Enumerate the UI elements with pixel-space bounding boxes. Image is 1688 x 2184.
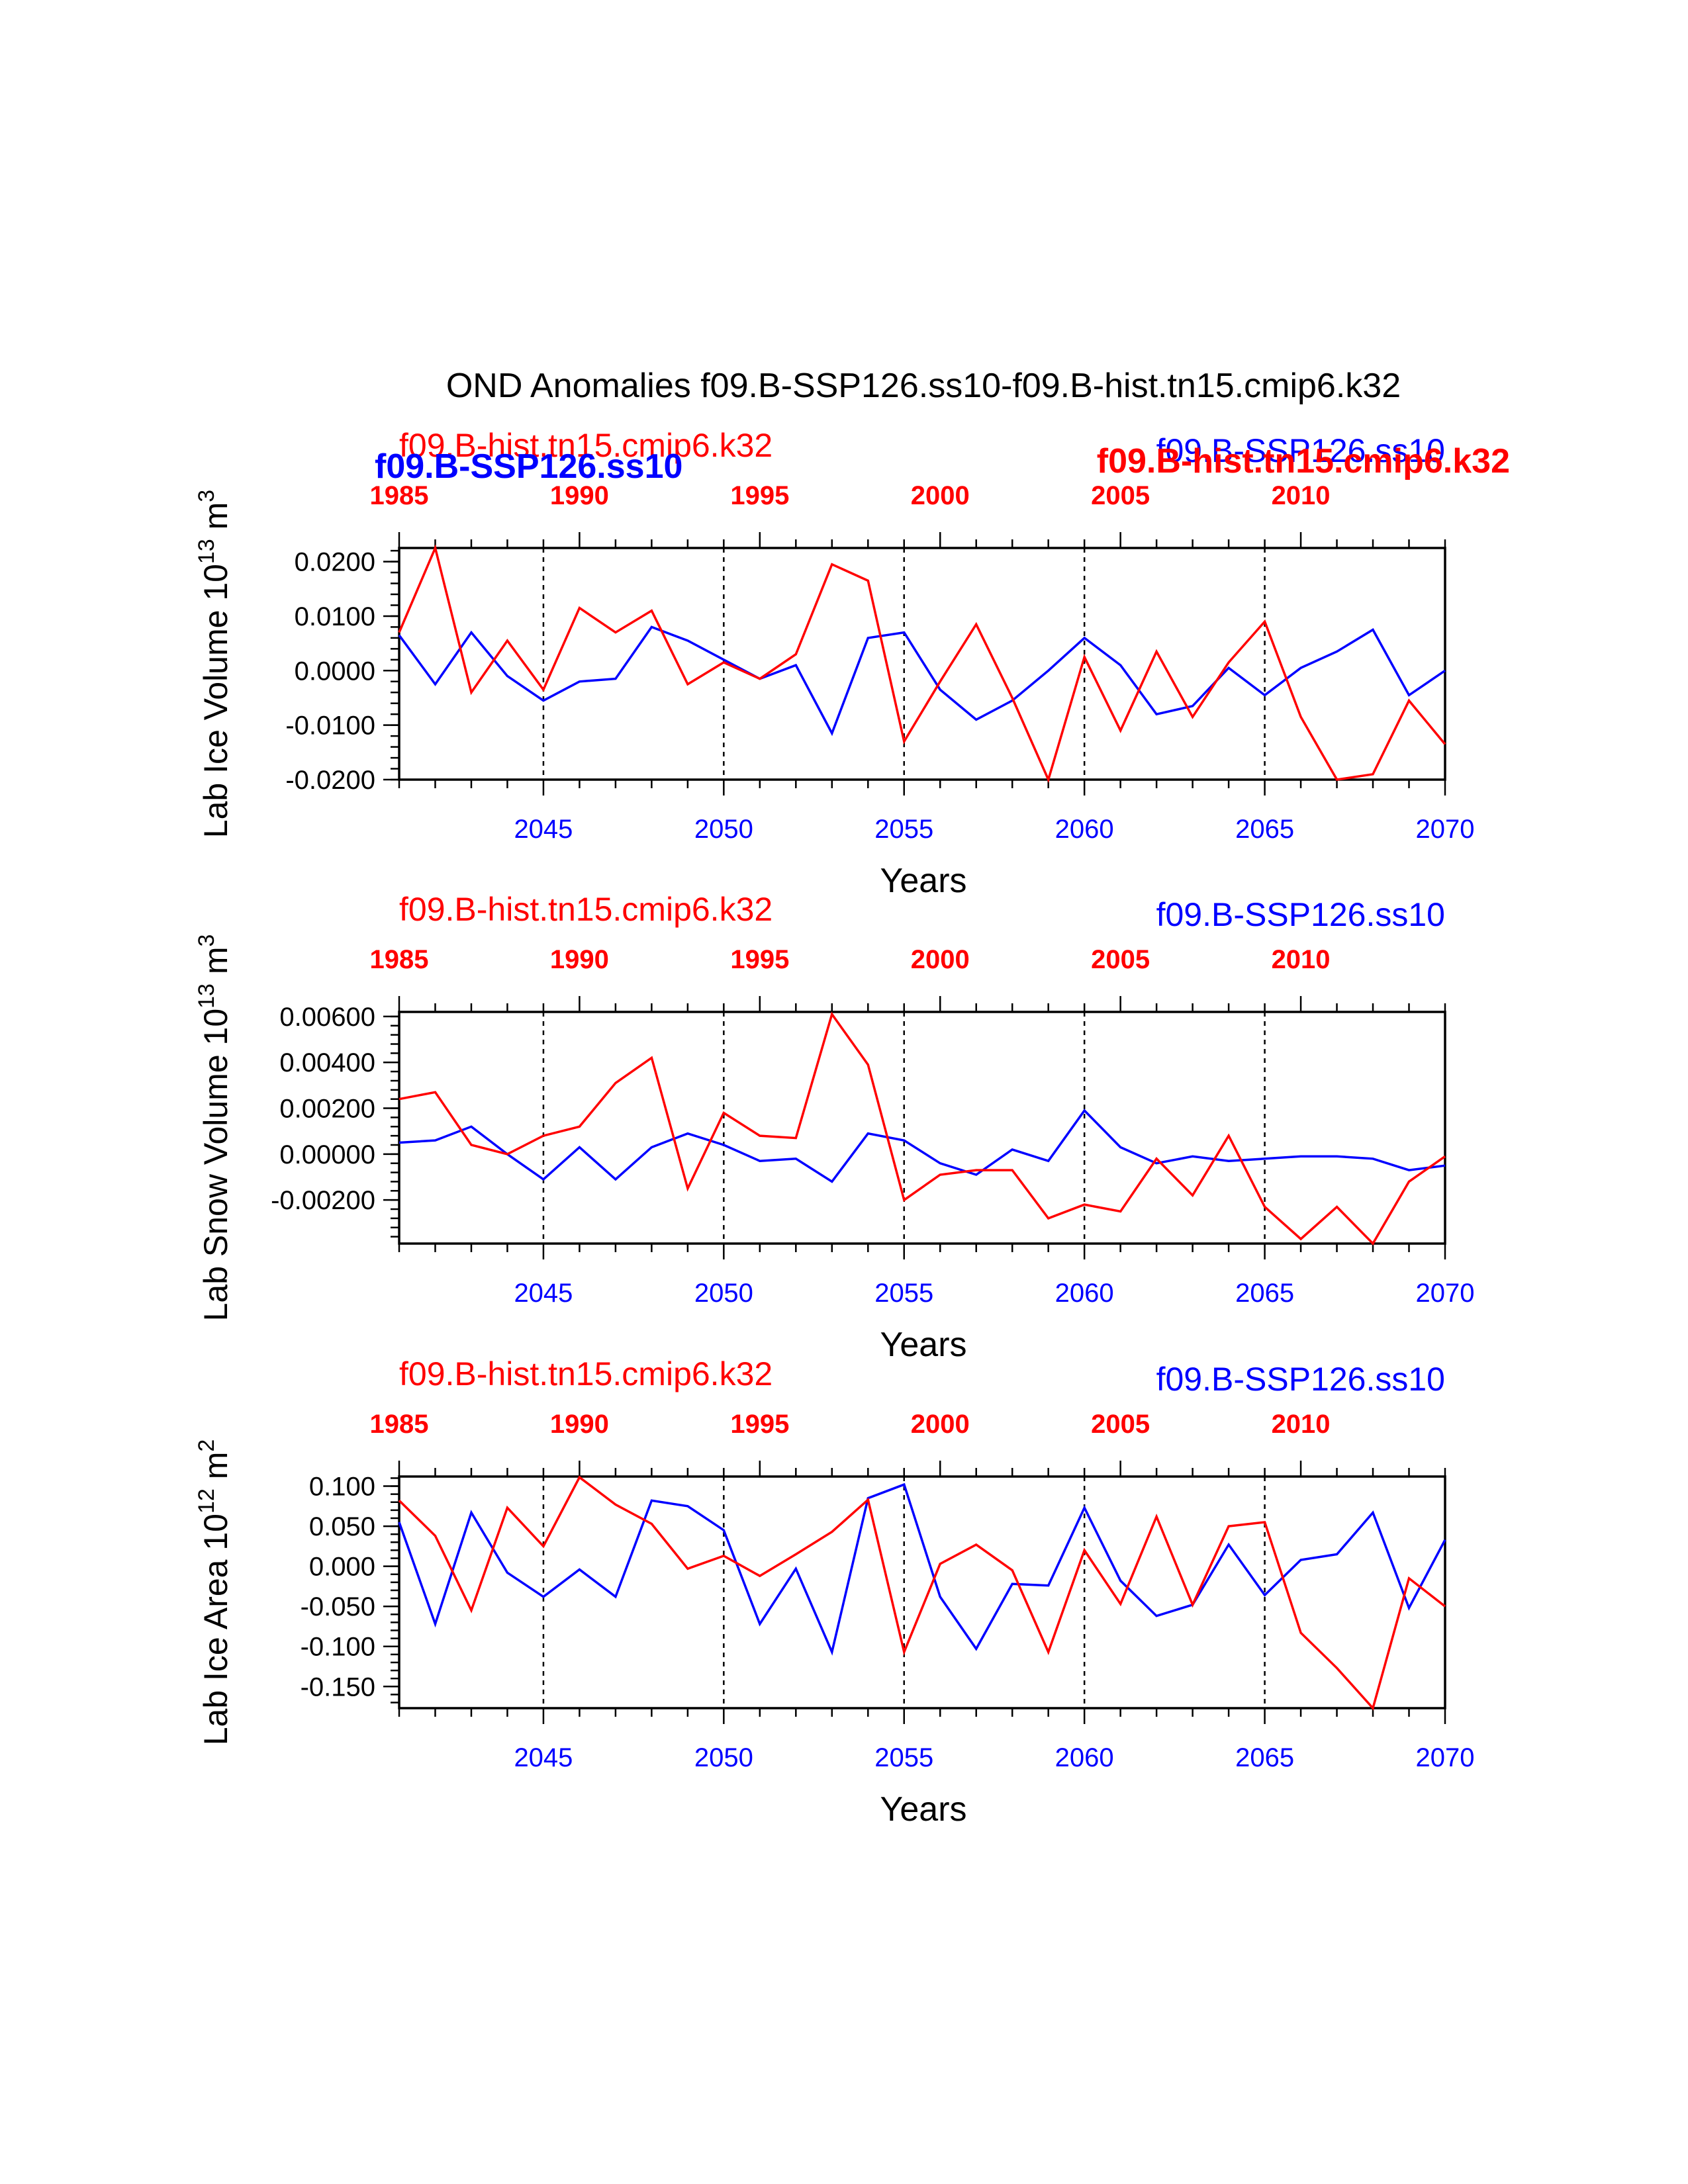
x-tick-label-2055: 2055 — [874, 1743, 933, 1772]
panels: 2045 2050 2055 2060 2065 2070 1985 1990 1995 2000… — [194, 427, 1474, 1829]
x-tick-label-2065: 2065 — [1235, 1279, 1294, 1308]
x-axis-label: Years — [880, 862, 966, 900]
series-label-hist: f09.B-hist.tn15.cmip6.k32 — [399, 891, 773, 928]
y-tick-label: 0.0100 — [295, 602, 375, 631]
top-tick-label-1990: 1990 — [550, 481, 609, 510]
y-tick-label: 0.050 — [309, 1512, 375, 1541]
y-axis-label: Lab Ice Volume 1013 m3 — [194, 490, 234, 838]
series-line-hist — [398, 544, 1446, 784]
x-axis-label: Years — [880, 1326, 966, 1364]
x-tick-label-2050: 2050 — [694, 815, 753, 844]
x-tick-label-2060: 2060 — [1055, 1279, 1114, 1308]
x-tick-label-2050: 2050 — [694, 1279, 753, 1308]
y-tick-label: -0.0200 — [285, 766, 375, 795]
top-tick-label-1990: 1990 — [550, 1410, 609, 1439]
top-tick-label-2005: 2005 — [1091, 945, 1150, 974]
overlap-label-red: f09.B-hist.tn15.cmip6.k32 — [1097, 442, 1510, 480]
x-tick-label-2045: 2045 — [514, 1743, 573, 1772]
y-tick-label: 0.000 — [309, 1553, 375, 1582]
top-tick-label-2010: 2010 — [1272, 945, 1331, 974]
x-axis-label: Years — [880, 1790, 966, 1829]
chart-panel-3: 2045 2050 2055 2060 2065 2070 1985 1990 1995 2000… — [194, 1355, 1474, 1829]
top-tick-label-2010: 2010 — [1272, 481, 1331, 510]
top-tick-label-1985: 1985 — [370, 1410, 429, 1439]
x-tick-label-2070: 2070 — [1416, 1279, 1475, 1308]
y-tick-label: -0.150 — [301, 1672, 375, 1702]
chart-panel-2: 2045 2050 2055 2060 2065 2070 1985 1990 1995 2000… — [194, 891, 1474, 1364]
x-tick-label-2050: 2050 — [694, 1743, 753, 1772]
x-tick-label-2070: 2070 — [1416, 1743, 1475, 1772]
x-tick-label-2060: 2060 — [1055, 815, 1114, 844]
top-tick-label-1995: 1995 — [730, 1410, 789, 1439]
y-tick-label: 0.00000 — [279, 1140, 375, 1169]
series-line-ssp126 — [398, 625, 1446, 737]
plot-frame — [398, 547, 1446, 781]
x-tick-label-2045: 2045 — [514, 815, 573, 844]
y-tick-label: 0.0000 — [295, 657, 375, 686]
chart-panel-1: 2045 2050 2055 2060 2065 2070 1985 1990 1995 2000… — [194, 427, 1474, 900]
top-tick-label-2005: 2005 — [1091, 1410, 1150, 1439]
y-tick-label: -0.0100 — [285, 711, 375, 741]
y-tick-label: 0.00600 — [279, 1003, 375, 1032]
x-tick-label-2065: 2065 — [1235, 815, 1294, 844]
series-line-ssp126 — [399, 1109, 1446, 1183]
y-tick-label: 0.00200 — [279, 1095, 375, 1124]
series-label-ssp: f09.B-SSP126.ss10 — [1156, 896, 1445, 933]
plot-frame — [398, 1475, 1446, 1709]
top-tick-label-2000: 2000 — [911, 481, 970, 510]
top-tick-label-2010: 2010 — [1272, 1410, 1331, 1439]
x-tick-label-2065: 2065 — [1235, 1743, 1294, 1772]
y-axis-label: Lab Ice Area 1012 m2 — [194, 1439, 234, 1746]
x-tick-label-2070: 2070 — [1416, 815, 1475, 844]
top-tick-label-2005: 2005 — [1091, 481, 1150, 510]
y-tick-label: -0.100 — [301, 1633, 375, 1662]
plot-frame — [398, 1011, 1446, 1245]
figure-title: OND Anomalies f09.B-SSP126.ss10-f09.B-hi… — [446, 367, 1401, 405]
y-tick-label: 0.00400 — [279, 1048, 375, 1077]
x-tick-label-2055: 2055 — [874, 815, 933, 844]
series-label-ssp: f09.B-SSP126.ss10 — [1156, 1361, 1445, 1398]
top-tick-label-1990: 1990 — [550, 945, 609, 974]
top-tick-label-1985: 1985 — [370, 481, 429, 510]
x-tick-label-2060: 2060 — [1055, 1743, 1114, 1772]
top-tick-label-2000: 2000 — [911, 945, 970, 974]
series-label-ssp: f09.B-SSP126.ss10 — [1156, 432, 1445, 469]
top-tick-label-1995: 1995 — [730, 481, 789, 510]
y-tick-label: 0.100 — [309, 1473, 375, 1502]
top-tick-label-1985: 1985 — [370, 945, 429, 974]
series-label-hist: f09.B-hist.tn15.cmip6.k32 — [399, 427, 773, 464]
y-axis-label: Lab Snow Volume 1013 m3 — [194, 934, 234, 1322]
x-tick-label-2045: 2045 — [514, 1279, 573, 1308]
series-line-hist — [398, 1475, 1446, 1711]
y-tick-label: -0.050 — [301, 1592, 375, 1621]
series-line-hist — [399, 1011, 1446, 1246]
series-line-ssp126 — [398, 1482, 1446, 1656]
overlap-label-blue: f09.B-SSP126.ss10 — [375, 447, 682, 486]
y-tick-label: 0.0200 — [295, 548, 375, 577]
x-tick-label-2055: 2055 — [874, 1279, 933, 1308]
series-label-hist: f09.B-hist.tn15.cmip6.k32 — [399, 1355, 773, 1392]
y-tick-label: -0.00200 — [271, 1186, 375, 1215]
top-tick-label-1995: 1995 — [730, 945, 789, 974]
top-tick-label-2000: 2000 — [911, 1410, 970, 1439]
